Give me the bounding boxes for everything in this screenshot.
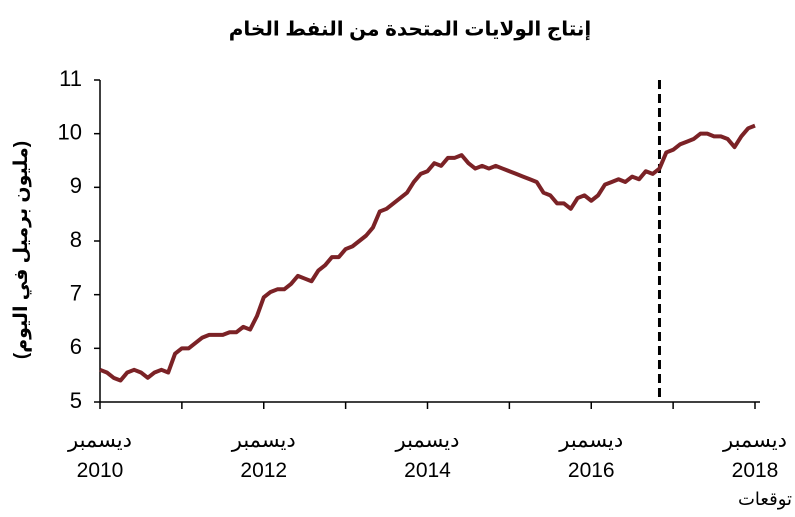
y-tick-label: 5	[70, 388, 82, 413]
y-tick-label: 8	[70, 227, 82, 252]
x-tick-label: ديسمبر 2012	[231, 429, 296, 482]
y-tick-label: 9	[70, 173, 82, 198]
x-tick-label: ديسمبر 2010	[68, 429, 132, 482]
y-axis-label: (مليون برميل في اليوم)	[11, 141, 32, 359]
y-tick-label: 6	[70, 334, 82, 359]
data-line	[99, 123, 756, 383]
y-tick-label: 10	[58, 119, 82, 144]
x-tick-label: ديسمبر 2016	[559, 429, 624, 482]
y-tick-label: 11	[59, 66, 82, 91]
annotation: توقعات	[738, 489, 792, 510]
x-tick-label: ديسمبر 2018	[723, 429, 787, 482]
y-tick-label: 7	[70, 280, 82, 305]
chart-title: إنتاج الولايات المتحدة من النفط الخام	[229, 18, 592, 40]
x-tick-label: ديسمبر 2014	[395, 429, 460, 482]
